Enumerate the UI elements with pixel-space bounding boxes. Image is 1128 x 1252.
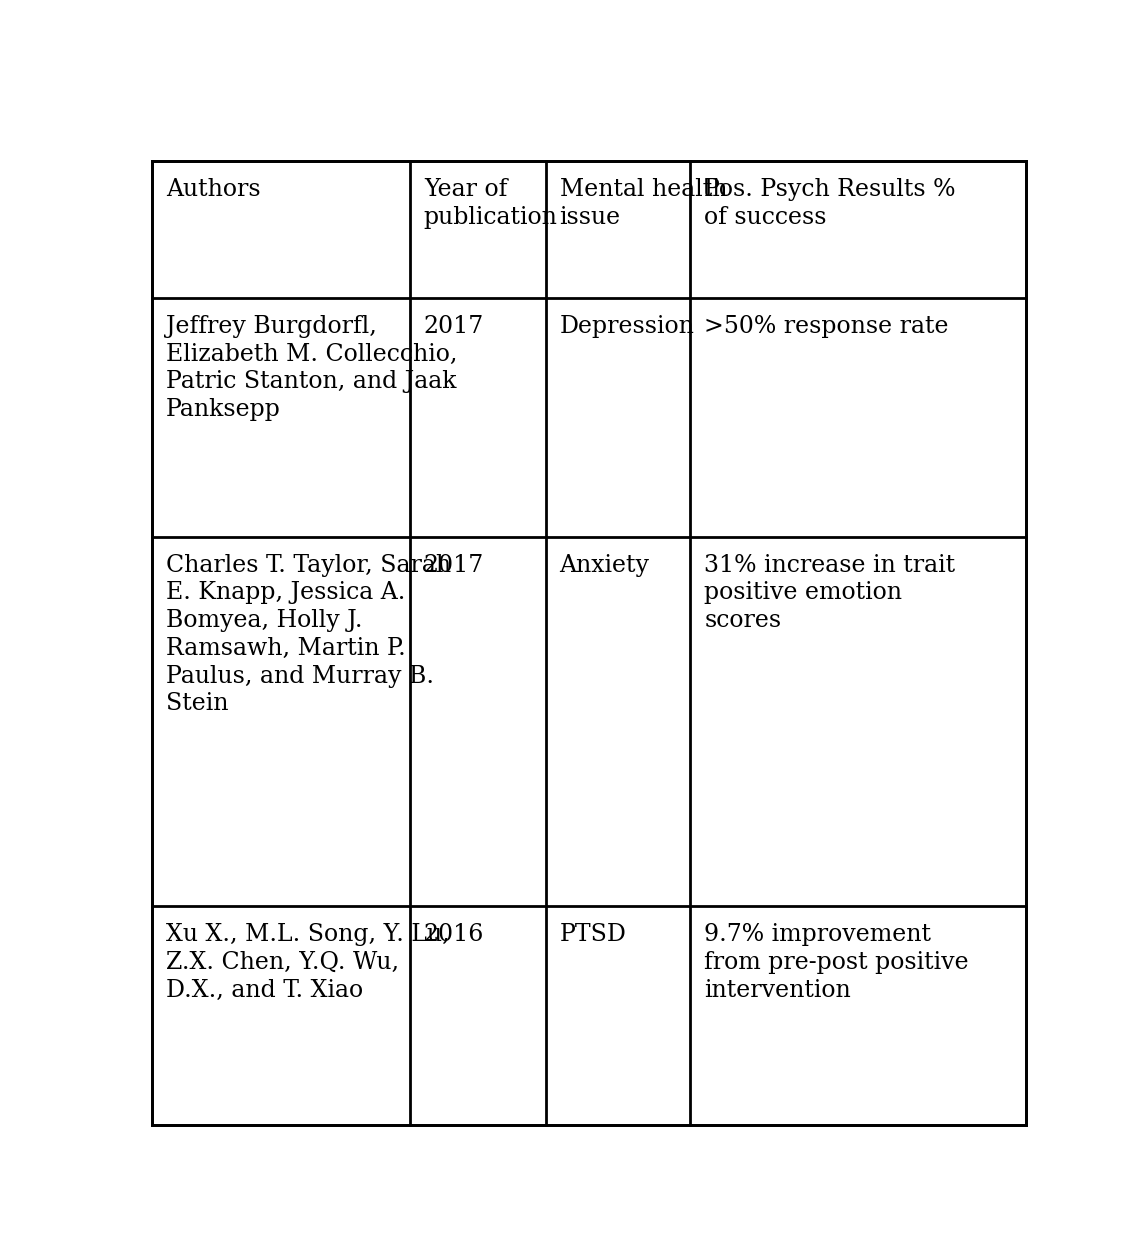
Text: Mental health: Mental health	[559, 178, 728, 202]
Text: Charles T. Taylor, Sarah: Charles T. Taylor, Sarah	[166, 553, 451, 577]
Text: E. Knapp, Jessica A.: E. Knapp, Jessica A.	[166, 581, 405, 605]
Text: of success: of success	[704, 205, 827, 229]
Text: Panksepp: Panksepp	[166, 398, 281, 421]
Text: >50% response rate: >50% response rate	[704, 316, 949, 338]
Text: Depression: Depression	[559, 316, 695, 338]
Text: Z.X. Chen, Y.Q. Wu,: Z.X. Chen, Y.Q. Wu,	[166, 952, 399, 974]
Text: from pre-post positive: from pre-post positive	[704, 952, 969, 974]
Text: positive emotion: positive emotion	[704, 581, 902, 605]
Text: scores: scores	[704, 610, 782, 632]
Text: Authors: Authors	[166, 178, 261, 202]
Text: 9.7% improvement: 9.7% improvement	[704, 923, 932, 947]
Text: 2017: 2017	[424, 553, 484, 577]
Text: Jeffrey Burgdorfl,: Jeffrey Burgdorfl,	[166, 316, 377, 338]
Text: Paulus, and Murray B.: Paulus, and Murray B.	[166, 665, 434, 687]
Text: Patric Stanton, and Jaak: Patric Stanton, and Jaak	[166, 371, 457, 393]
Text: publication: publication	[424, 205, 557, 229]
Text: Bomyea, Holly J.: Bomyea, Holly J.	[166, 610, 362, 632]
Text: Elizabeth M. Collecchio,: Elizabeth M. Collecchio,	[166, 343, 457, 366]
Text: 31% increase in trait: 31% increase in trait	[704, 553, 955, 577]
Text: issue: issue	[559, 205, 620, 229]
Text: PTSD: PTSD	[559, 923, 626, 947]
Text: intervention: intervention	[704, 979, 852, 1002]
Text: Year of: Year of	[424, 178, 508, 202]
Text: Pos. Psych Results %: Pos. Psych Results %	[704, 178, 955, 202]
Text: 2016: 2016	[424, 923, 484, 947]
Text: Ramsawh, Martin P.: Ramsawh, Martin P.	[166, 637, 406, 660]
Text: D.X., and T. Xiao: D.X., and T. Xiao	[166, 979, 363, 1002]
Text: Stein: Stein	[166, 692, 228, 715]
Text: Xu X., M.L. Song, Y. Lu,: Xu X., M.L. Song, Y. Lu,	[166, 923, 450, 947]
Text: Anxiety: Anxiety	[559, 553, 650, 577]
Text: 2017: 2017	[424, 316, 484, 338]
